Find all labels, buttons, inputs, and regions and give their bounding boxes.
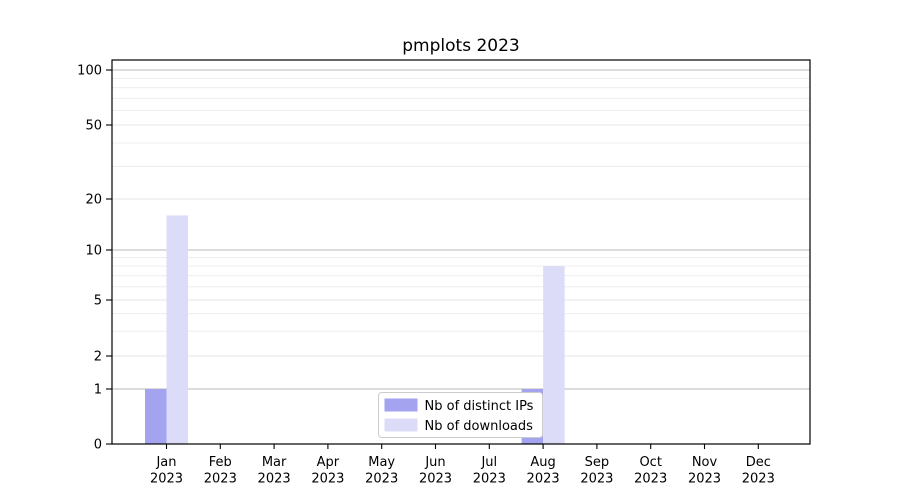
legend-swatch (384, 418, 418, 432)
x-tick-label-month: Mar (262, 455, 287, 470)
chart-title: pmplots 2023 (402, 36, 519, 56)
x-tick-label-year: 2023 (419, 472, 452, 487)
bar (166, 215, 188, 444)
y-tick-label: 20 (85, 193, 102, 208)
x-tick-label-year: 2023 (688, 472, 721, 487)
x-tick-label-year: 2023 (634, 472, 667, 487)
x-tick-label-month: Aug (530, 455, 555, 470)
x-tick-label-year: 2023 (473, 472, 506, 487)
legend: Nb of distinct IPs Nb of downloads (378, 392, 543, 438)
x-tick-label-year: 2023 (150, 472, 183, 487)
x-tick-label-year: 2023 (204, 472, 237, 487)
x-tick-label-year: 2023 (365, 472, 398, 487)
x-tick-label-year: 2023 (311, 472, 344, 487)
legend-label: Nb of distinct IPs (425, 399, 534, 414)
x-tick-label-month: Oct (639, 455, 661, 470)
x-tick-label-month: Dec (746, 455, 771, 470)
x-tick-label-month: Apr (317, 455, 340, 470)
plot-border (111, 59, 811, 445)
x-tick-label-year: 2023 (258, 472, 291, 487)
y-tick-label: 10 (85, 244, 102, 259)
legend-box (378, 392, 543, 438)
y-tick-label: 50 (85, 119, 102, 134)
x-tick-label-year: 2023 (580, 472, 613, 487)
legend-label: Nb of downloads (425, 419, 534, 434)
legend-swatch (384, 398, 418, 412)
x-tick-label-month: Nov (692, 455, 718, 470)
grid-layer (112, 69, 810, 390)
y-tick-label: 0 (94, 438, 102, 453)
y-tick-label: 1 (94, 383, 102, 398)
x-tick-label-month: Feb (209, 455, 232, 470)
x-tick-label-month: Jun (424, 455, 445, 470)
x-tick-label-month: Jul (480, 455, 497, 470)
y-tick-label: 2 (94, 350, 102, 365)
x-tick-label-year: 2023 (527, 472, 560, 487)
x-tick-label-month: Sep (585, 455, 610, 470)
y-tick-label: 5 (94, 294, 102, 309)
x-tick-label-month: May (368, 455, 395, 470)
axes-layer: 0 1 2 5 10 20 50 100 Jan 2023 Feb 2023 Mar 2023 Apr 202… (77, 59, 811, 487)
y-tick-label: 100 (77, 64, 102, 79)
bar (543, 266, 565, 444)
x-tick-label-year: 2023 (742, 472, 775, 487)
x-tick-label-month: Jan (155, 455, 176, 470)
bar (145, 389, 167, 444)
